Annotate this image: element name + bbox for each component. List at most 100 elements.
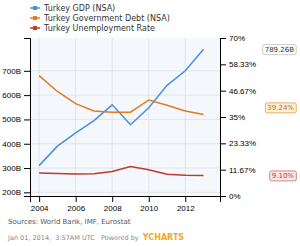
tick-mark — [149, 196, 150, 202]
series-line — [39, 166, 203, 175]
tick: 11.67% — [220, 166, 256, 175]
annotation-text: 39.24% — [267, 104, 294, 112]
tick: 300B — [2, 164, 30, 173]
tick-label: 700B — [2, 67, 21, 76]
annotation-text: 9.10% — [272, 172, 295, 180]
chart: 2004 2006 2008 2010 2012 200B 300B 400B 500B 600B… — [0, 0, 300, 246]
tick: 700B — [2, 67, 30, 76]
grid-line — [30, 95, 220, 96]
tick-mark — [24, 192, 30, 193]
tick-mark — [24, 71, 30, 72]
axis-line — [24, 39, 31, 197]
annotation: 9.10% — [270, 171, 297, 181]
plot: 2004 2006 2008 2010 2012 200B 300B 400B 500B 600B… — [2, 34, 256, 213]
footer-right: YCHARTS — [142, 233, 185, 242]
tick-label: 600B — [2, 91, 21, 100]
tick: 2004 — [31, 196, 49, 213]
tick: 600B — [2, 91, 30, 100]
legend-item: Turkey GDP (NSA) — [30, 4, 115, 13]
tick: 2012 — [177, 196, 195, 213]
tick-label: 35% — [229, 113, 245, 122]
tick: 70% — [220, 34, 245, 43]
annotation-box — [265, 103, 296, 113]
tick-mark — [24, 119, 30, 120]
tick-label: 2012 — [177, 204, 195, 213]
tick: 2010 — [140, 196, 158, 213]
tick-mark — [76, 196, 77, 202]
tick-mark — [220, 117, 226, 118]
tick-mark — [220, 170, 226, 171]
tick-mark — [24, 168, 30, 169]
annotation: 789.26B — [263, 45, 296, 55]
legend-item: Turkey Unemployment Rate — [30, 24, 155, 33]
annotations: 789.26B 39.24% 9.10% — [263, 45, 297, 181]
legend-item: Turkey Government Debt (NSA) — [30, 14, 170, 23]
annotation-box — [263, 45, 296, 55]
tick: 2008 — [104, 196, 122, 213]
tick-label: 2004 — [31, 204, 49, 213]
tick: 400B — [2, 140, 30, 149]
plot-background — [30, 38, 220, 196]
grid-line — [30, 192, 220, 193]
axis-line — [31, 197, 221, 203]
tick-label: 300B — [2, 164, 21, 173]
tick-mark — [24, 144, 30, 145]
y-axis: 200B 300B 400B 500B 600B 700B — [2, 39, 30, 198]
tick: 58.33% — [220, 60, 256, 69]
annotation-text: 789.26B — [265, 46, 294, 54]
tick-label: 11.67% — [229, 166, 256, 175]
grid-line — [112, 38, 113, 196]
legend-marker — [33, 26, 37, 30]
tick-label: 2010 — [140, 204, 158, 213]
tick-mark — [24, 95, 30, 96]
tick-label: 2008 — [104, 204, 122, 213]
tick-label: 200B — [2, 188, 21, 197]
tick-label: 500B — [2, 115, 21, 124]
legend-label: Turkey GDP (NSA) — [43, 4, 115, 13]
grid-line — [148, 38, 149, 196]
legend-label: Turkey Government Debt (NSA) — [43, 14, 170, 23]
series-line — [39, 76, 203, 115]
tick: 35% — [220, 113, 245, 122]
tick-mark — [220, 38, 226, 39]
tick-mark — [220, 196, 226, 197]
legend-label: Turkey Unemployment Rate — [43, 24, 155, 33]
tick-mark — [220, 91, 226, 92]
axis-line — [221, 39, 227, 197]
grid-line — [30, 70, 220, 71]
grid-line — [75, 38, 76, 196]
tick-label: 23.33% — [229, 139, 256, 148]
tick: 200B — [2, 188, 30, 197]
tick-label: 70% — [229, 34, 245, 43]
x-axis: 2004 2006 2008 2010 2012 — [31, 196, 221, 213]
y2-axis: 0% 11.67% 23.33% 35% 46.67% 58.33% 70% — [220, 34, 256, 201]
annotation-box — [270, 171, 297, 181]
legend: Turkey GDP (NSA)Turkey Government Debt (… — [30, 4, 170, 33]
tick-label: 400B — [2, 140, 21, 149]
annotation: 39.24% — [265, 103, 296, 113]
tick-mark — [185, 196, 186, 202]
grid-line — [30, 143, 220, 144]
series-line — [39, 49, 203, 165]
grid — [30, 38, 220, 196]
tick: 23.33% — [220, 139, 256, 148]
tick: 500B — [2, 115, 30, 124]
tick-mark — [220, 64, 226, 65]
tick-label: 2006 — [67, 204, 85, 213]
tick-label: 58.33% — [229, 60, 256, 69]
footer: Jan 01, 2014, 3:57AM UTC Powered by YCHA… — [7, 233, 184, 242]
tick: 2006 — [67, 196, 85, 213]
grid-line — [185, 38, 186, 196]
tick: 0% — [220, 192, 241, 201]
footer-left: Jan 01, 2014, 3:57AM UTC Powered by — [7, 234, 143, 242]
tick-mark — [220, 143, 226, 144]
legend-marker — [33, 6, 37, 10]
lines — [39, 49, 203, 175]
tick-mark — [39, 196, 40, 202]
legend-marker — [33, 16, 37, 20]
tick-mark — [112, 196, 113, 202]
tick-label: 46.67% — [229, 87, 256, 96]
source: Sources: World Bank, IMF, Eurostat — [8, 218, 131, 226]
tick: 46.67% — [220, 87, 256, 96]
tick-label: 0% — [229, 192, 241, 201]
